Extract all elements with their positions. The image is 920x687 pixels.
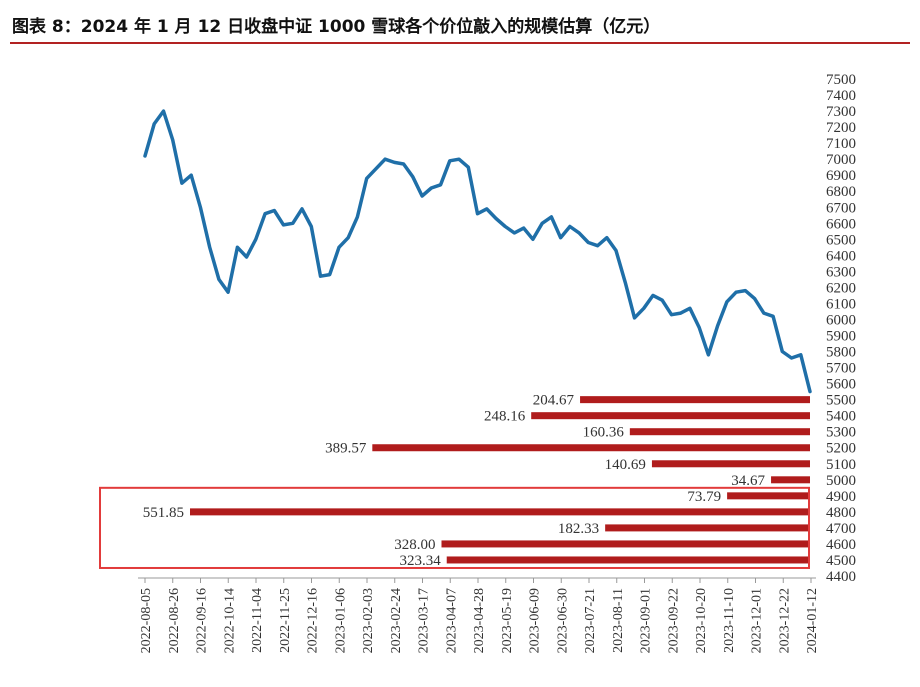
x-tick-label: 2024-01-12 (805, 588, 820, 653)
y-tick-label: 5200 (826, 441, 856, 457)
x-tick-label: 2023-04-28 (472, 588, 487, 653)
y-tick-label: 5400 (826, 409, 856, 425)
bar-label: 140.69 (605, 457, 646, 473)
y-tick-label: 5100 (826, 457, 856, 473)
y-tick-label: 6500 (826, 232, 856, 248)
index-line (143, 109, 812, 394)
bar (771, 476, 810, 484)
y-tick-label: 6900 (826, 168, 856, 184)
highlight-box (99, 486, 810, 569)
y-tick-label: 6600 (826, 216, 856, 232)
x-tick-label: 2023-05-19 (500, 588, 515, 653)
bar-label: 73.79 (687, 489, 721, 505)
x-tick-label: 2023-02-03 (361, 588, 376, 653)
bar-label: 182.33 (558, 521, 599, 537)
y-tick-label: 6400 (826, 248, 856, 264)
y-tick-label: 6200 (826, 280, 856, 296)
x-tick-label: 2023-02-24 (389, 588, 404, 653)
bar (372, 444, 810, 452)
x-tick-label: 2022-11-25 (278, 588, 293, 653)
bar-label: 389.57 (325, 441, 367, 457)
bar (605, 524, 810, 532)
x-tick-label: 2023-12-01 (750, 588, 765, 653)
x-tick-label: 2023-07-21 (583, 588, 598, 653)
x-tick-label: 2023-12-22 (777, 588, 792, 653)
y-tick-label: 6800 (826, 184, 856, 200)
x-tick-label: 2023-09-01 (639, 588, 654, 653)
x-axis: 2022-08-05 2022-08-26 2022-09-16 2022-10-14… (138, 577, 820, 653)
x-tick-label: 2022-08-26 (167, 588, 182, 653)
x-tick-label: 2022-08-05 (139, 588, 154, 653)
x-tick-label: 2023-06-09 (528, 588, 543, 653)
x-tick-label: 2023-04-07 (444, 588, 459, 653)
chart-title: 图表 8：2024 年 1 月 12 日收盘中证 1000 雪球各个价位敲入的规… (12, 17, 661, 37)
y-tick-label: 7500 (826, 72, 856, 88)
bar (441, 540, 810, 548)
y-tick-label: 5600 (826, 377, 856, 393)
y-tick-label: 6700 (826, 200, 856, 216)
bar-label: 328.00 (394, 537, 435, 553)
y-tick-label: 4700 (826, 521, 856, 537)
y-tick-label: 7100 (826, 136, 856, 152)
y-tick-label: 7000 (826, 152, 856, 168)
y-tick-label: 7200 (826, 120, 856, 136)
y-axis: 4400450046004700480049005000510052005300… (826, 72, 856, 585)
x-tick-label: 2023-08-11 (611, 588, 626, 653)
bar-label: 204.67 (533, 393, 575, 409)
bar-label: 248.16 (484, 409, 526, 425)
bar-label: 551.85 (143, 505, 184, 521)
bar-label: 160.36 (583, 425, 625, 441)
bar-label: 323.34 (399, 553, 441, 569)
x-tick-label: 2022-09-16 (195, 588, 210, 653)
y-tick-label: 7400 (826, 88, 856, 104)
x-tick-label: 2023-10-20 (694, 588, 709, 653)
bar (446, 556, 810, 564)
bar (727, 492, 810, 500)
y-tick-label: 4900 (826, 489, 856, 505)
bar-series: 204.67 248.16 160.36 389.57 140.69 34.67 73.79… (143, 393, 810, 569)
bar-label: 34.67 (731, 473, 765, 489)
bar (651, 460, 810, 468)
x-tick-label: 2022-11-04 (250, 588, 265, 653)
x-tick-label: 2023-11-10 (722, 588, 737, 653)
x-tick-label: 2023-03-17 (417, 588, 432, 653)
x-tick-label: 2023-06-30 (555, 588, 570, 653)
highlight-rect (99, 486, 810, 569)
chart-title-bar: 图表 8：2024 年 1 月 12 日收盘中证 1000 雪球各个价位敲入的规… (10, 6, 910, 44)
bar (629, 428, 810, 436)
y-tick-label: 6100 (826, 296, 856, 312)
y-tick-label: 5500 (826, 393, 856, 409)
y-tick-label: 4800 (826, 505, 856, 521)
y-tick-label: 4600 (826, 537, 856, 553)
y-tick-label: 5700 (826, 361, 856, 377)
y-tick-label: 6300 (826, 264, 856, 280)
line-series (143, 109, 812, 394)
y-tick-label: 4500 (826, 553, 856, 569)
bar (531, 412, 810, 420)
y-tick-label: 5800 (826, 345, 856, 361)
bar (190, 508, 810, 516)
x-tick-label: 2022-10-14 (222, 588, 237, 653)
x-tick-label: 2023-01-06 (333, 588, 348, 653)
y-tick-label: 5000 (826, 473, 856, 489)
x-tick-label: 2023-09-22 (666, 588, 681, 653)
y-tick-label: 5900 (826, 329, 856, 345)
x-tick-label: 2022-12-16 (306, 588, 321, 653)
y-tick-label: 6000 (826, 312, 856, 328)
y-tick-label: 7300 (826, 104, 856, 120)
y-tick-label: 5300 (826, 425, 856, 441)
y-tick-label: 4400 (826, 569, 856, 585)
bar (580, 396, 810, 404)
